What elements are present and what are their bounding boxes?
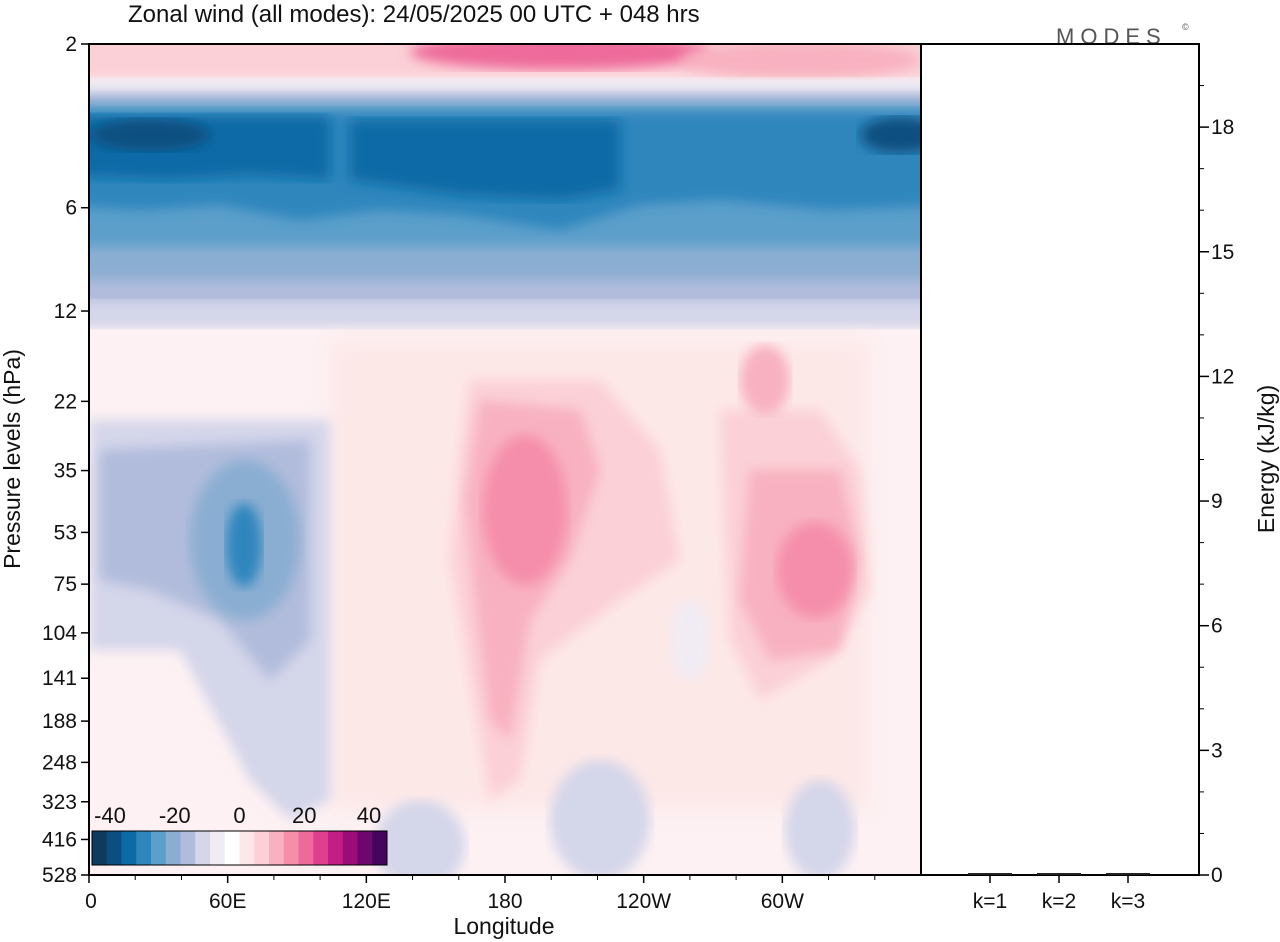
y-tick-label: 323 [42,791,77,814]
colorbar-tick-label: 20 [292,803,316,828]
x-tick-label: 60E [209,890,246,913]
colorbar-swatch [269,831,285,865]
y-tick-label: 104 [42,622,77,645]
energy-tick-label: 6 [1211,615,1223,638]
colorbar-swatch [313,831,329,865]
colorbar-swatches [91,830,388,866]
x-axis: 0 60E 120E 180 120W 60W [85,875,876,913]
colorbar-frame [91,830,388,866]
colorbar-swatch [298,831,314,865]
colorbar-swatch [210,831,226,865]
heatmap-features [89,44,921,875]
colorbar-swatch [106,831,122,865]
y-tick-label: 248 [42,751,77,774]
colorbar-swatch [357,831,373,865]
chart-title: Zonal wind (all modes): 24/05/2025 00 UT… [128,1,700,28]
x-axis-title: Longitude [453,913,554,939]
bar-panel-frame [920,43,1200,876]
energy-bars: k=1 k=2 k=3 [968,873,1150,913]
energy-axis: 0 3 6 9 12 15 18 [1199,85,1234,887]
feature-easterly-peak [90,119,210,151]
y-tick-label: 141 [42,667,77,690]
y-tick-label: 2 [65,33,77,56]
colorbar-swatch [224,831,240,865]
modes-logo: MODES [1056,24,1167,49]
bar-category-label: k=3 [1111,890,1145,913]
energy-axis-title: Energy (kJ/kg) [1253,385,1279,533]
feature-lower-easterly-2 [550,760,650,875]
colorbar-swatch [372,831,388,865]
colorbar-swatch [195,831,211,865]
colorbar-swatch [92,831,108,865]
colorbar-swatch [180,831,196,865]
energy-tick-label: 18 [1211,116,1234,139]
y-tick-label: 528 [42,864,77,887]
y-tick-label: 416 [42,828,77,851]
colorbar-tick-label: 40 [357,803,381,828]
feature-lower-easterly-4 [670,600,710,680]
energy-bar [1106,873,1150,875]
x-tick-label: 120W [616,890,671,913]
y-axis: 2 6 12 22 35 53 75 104 141 188 248 323 416 528 [42,33,89,887]
colorbar-swatch [239,831,255,865]
colorbar-tick-labels: -40 -20 0 20 40 [94,803,381,828]
energy-tick-label: 9 [1211,490,1223,513]
feature-transition [89,78,921,94]
colorbar-tick-label: -20 [159,803,191,828]
energy-tick-label: 15 [1211,241,1234,264]
modes-logo-mark: © [1182,22,1189,32]
y-tick-label: 188 [42,710,77,733]
colorbar-swatch [342,831,358,865]
energy-tick-label: 0 [1211,864,1223,887]
feature-trop-easterly-core [226,503,262,587]
colorbar-swatch [283,831,299,865]
x-tick-label: 120E [342,890,391,913]
feature-lower-easterly-1 [375,800,465,875]
colorbar-tick-label: 0 [233,803,245,828]
energy-tick-label: 12 [1211,365,1234,388]
colorbar-swatch [136,831,152,865]
energy-bar [968,873,1012,875]
colorbar-swatch [254,831,270,865]
y-tick-label: 22 [54,390,77,413]
x-tick-label: 60W [761,890,804,913]
x-tick-label: 0 [85,890,97,913]
feature-lower-easterly-3 [785,780,855,875]
colorbar-swatch [328,831,344,865]
feature-jet-b-core [777,522,853,618]
y-tick-label: 53 [54,521,77,544]
feature-easterly-peak-2 [860,117,921,153]
feature-easterly-fringe [89,300,921,328]
y-axis-title: Pressure levels (hPa) [0,349,25,569]
colorbar: -40 -20 0 20 40 [91,803,388,866]
colorbar-tick-label: -40 [94,803,126,828]
feature-easterly-max-2 [350,120,620,200]
feature-westerly-max-2 [680,44,920,78]
y-tick-label: 35 [54,460,77,483]
colorbar-swatch [151,831,167,865]
energy-tick-label: 3 [1211,739,1223,762]
feature-jet-c [740,345,790,415]
feature-jet-a-core [483,435,567,585]
bar-category-label: k=1 [973,890,1007,913]
feature-westerly-max [410,44,710,70]
heatmap-field [89,44,921,875]
colorbar-swatch [121,831,137,865]
energy-bar [1037,873,1081,875]
y-tick-label: 12 [54,300,77,323]
y-tick-label: 75 [54,573,77,596]
x-tick-label: 180 [487,890,522,913]
y-tick-label: 6 [65,197,77,220]
bar-category-label: k=2 [1042,890,1076,913]
colorbar-swatch [165,831,181,865]
